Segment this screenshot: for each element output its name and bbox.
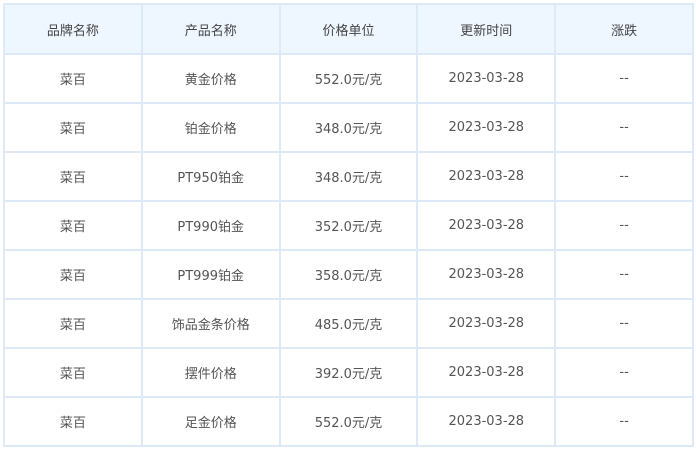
cell-brand: 菜百 <box>3 151 143 202</box>
cell-change: -- <box>554 249 694 300</box>
cell-product: 饰品金条价格 <box>140 298 281 349</box>
cell-product: 摆件价格 <box>140 347 281 398</box>
table-row: 菜百 饰品金条价格 485.0元/克 2023-03-28 -- <box>3 298 694 349</box>
cell-brand: 菜百 <box>3 396 143 447</box>
cell-change: -- <box>554 347 694 398</box>
cell-change: -- <box>554 200 694 251</box>
cell-product: 足金价格 <box>140 396 281 447</box>
cell-price: 348.0元/克 <box>278 102 419 153</box>
table-row: 菜百 摆件价格 392.0元/克 2023-03-28 -- <box>3 347 694 398</box>
cell-date: 2023-03-28 <box>416 53 557 104</box>
table-row: 菜百 足金价格 552.0元/克 2023-03-28 -- <box>3 396 694 447</box>
cell-brand: 菜百 <box>3 249 143 300</box>
table-row: 菜百 PT990铂金 352.0元/克 2023-03-28 -- <box>3 200 694 251</box>
cell-brand: 菜百 <box>3 102 143 153</box>
cell-product: 铂金价格 <box>140 102 281 153</box>
cell-price: 552.0元/克 <box>278 396 419 447</box>
cell-brand: 菜百 <box>3 347 143 398</box>
cell-price: 485.0元/克 <box>278 298 419 349</box>
cell-date: 2023-03-28 <box>416 298 557 349</box>
table-row: 菜百 铂金价格 348.0元/克 2023-03-28 -- <box>3 102 694 153</box>
cell-change: -- <box>554 396 694 447</box>
cell-date: 2023-03-28 <box>416 249 557 300</box>
cell-brand: 菜百 <box>3 298 143 349</box>
cell-change: -- <box>554 151 694 202</box>
header-brand: 品牌名称 <box>3 3 143 55</box>
cell-date: 2023-03-28 <box>416 200 557 251</box>
cell-brand: 菜百 <box>3 200 143 251</box>
cell-change: -- <box>554 102 694 153</box>
cell-product: PT950铂金 <box>140 151 281 202</box>
table-header-row: 品牌名称 产品名称 价格单位 更新时间 涨跌 <box>3 3 694 55</box>
cell-product: 黄金价格 <box>140 53 281 104</box>
cell-price: 358.0元/克 <box>278 249 419 300</box>
cell-date: 2023-03-28 <box>416 102 557 153</box>
table-row: 菜百 PT999铂金 358.0元/克 2023-03-28 -- <box>3 249 694 300</box>
header-price: 价格单位 <box>278 3 419 55</box>
header-change: 涨跌 <box>554 3 694 55</box>
cell-product: PT999铂金 <box>140 249 281 300</box>
cell-price: 392.0元/克 <box>278 347 419 398</box>
cell-date: 2023-03-28 <box>416 396 557 447</box>
cell-price: 352.0元/克 <box>278 200 419 251</box>
cell-brand: 菜百 <box>3 53 143 104</box>
cell-price: 348.0元/克 <box>278 151 419 202</box>
cell-date: 2023-03-28 <box>416 151 557 202</box>
cell-product: PT990铂金 <box>140 200 281 251</box>
price-table: 品牌名称 产品名称 价格单位 更新时间 涨跌 菜百 黄金价格 552.0元/克 2023-03… <box>3 3 694 447</box>
table-row: 菜百 黄金价格 552.0元/克 2023-03-28 -- <box>3 53 694 104</box>
cell-change: -- <box>554 298 694 349</box>
cell-change: -- <box>554 53 694 104</box>
header-product: 产品名称 <box>140 3 281 55</box>
cell-price: 552.0元/克 <box>278 53 419 104</box>
header-date: 更新时间 <box>416 3 557 55</box>
cell-date: 2023-03-28 <box>416 347 557 398</box>
table-row: 菜百 PT950铂金 348.0元/克 2023-03-28 -- <box>3 151 694 202</box>
